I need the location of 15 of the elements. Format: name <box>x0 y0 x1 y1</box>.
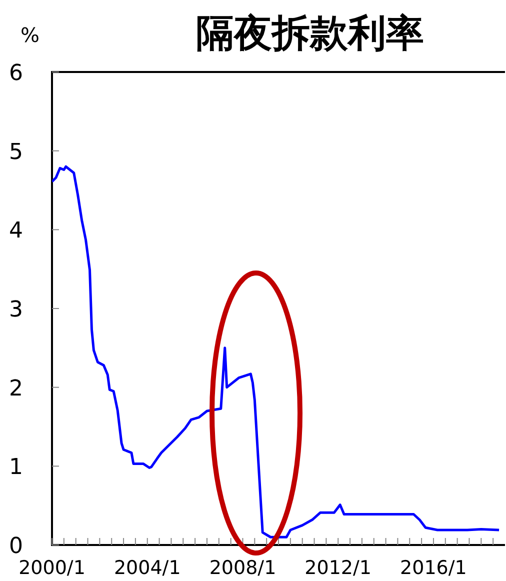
x-tick-label: 2016/1 <box>400 557 467 579</box>
line-series <box>52 165 500 538</box>
y-tick-label: 3 <box>9 298 23 322</box>
y-tick-label: 2 <box>9 376 23 402</box>
y-tick-label: 5 <box>9 140 23 165</box>
y-tick-label: 6 <box>9 61 23 86</box>
x-tick-label: 2012/1 <box>304 557 372 579</box>
y-tick-label: 4 <box>9 218 23 244</box>
x-tick-label: 2008/1 <box>209 557 276 579</box>
y-tick-label: 0 <box>9 534 23 559</box>
x-tick-label: 2000/1 <box>18 557 86 579</box>
x-tick-label: 2004/1 <box>114 557 181 579</box>
y-tick-label: 1 <box>9 455 23 480</box>
chart-title: 隔夜拆款利率 <box>196 11 424 55</box>
y-axis-title: % <box>20 23 40 47</box>
